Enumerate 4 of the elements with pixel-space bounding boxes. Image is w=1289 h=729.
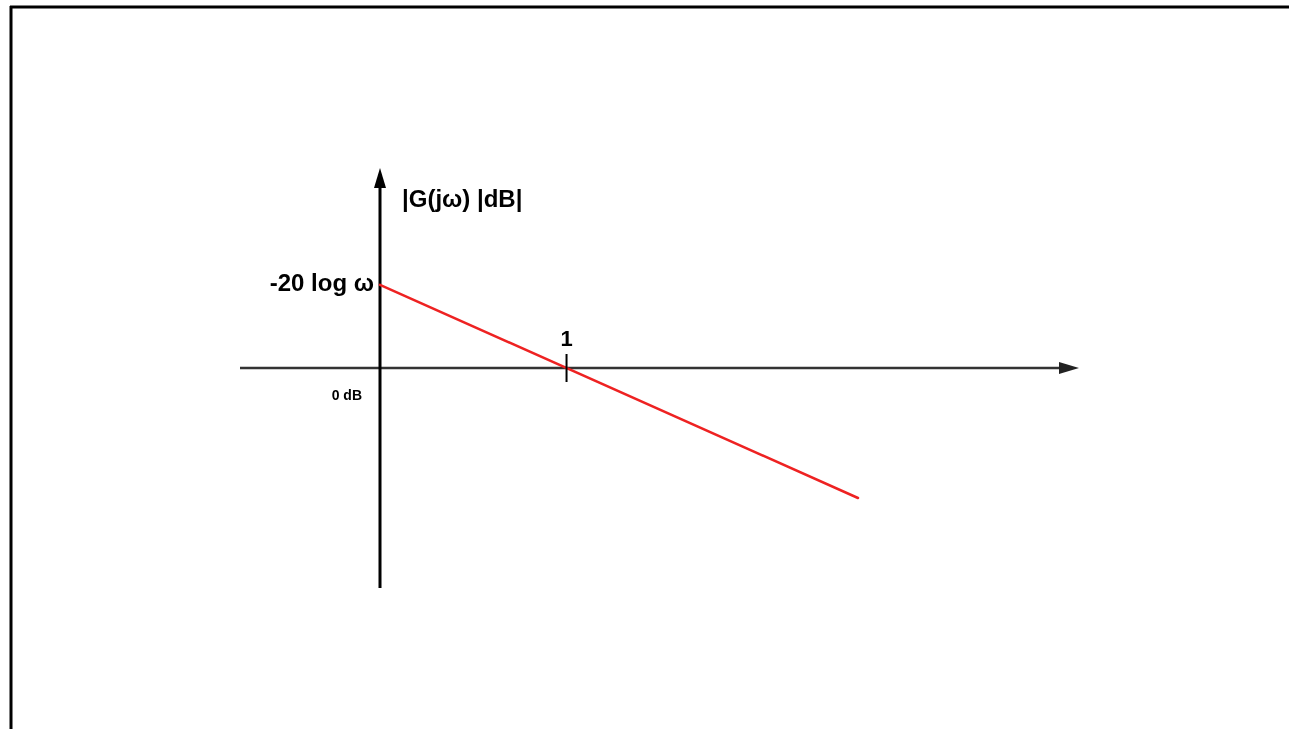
annotation: 1 [560,326,573,351]
annotation: 0 dB [331,387,362,403]
annotation: -20 log ω [269,269,374,297]
y-axis-title: |G(jω) |dB| [402,185,523,212]
